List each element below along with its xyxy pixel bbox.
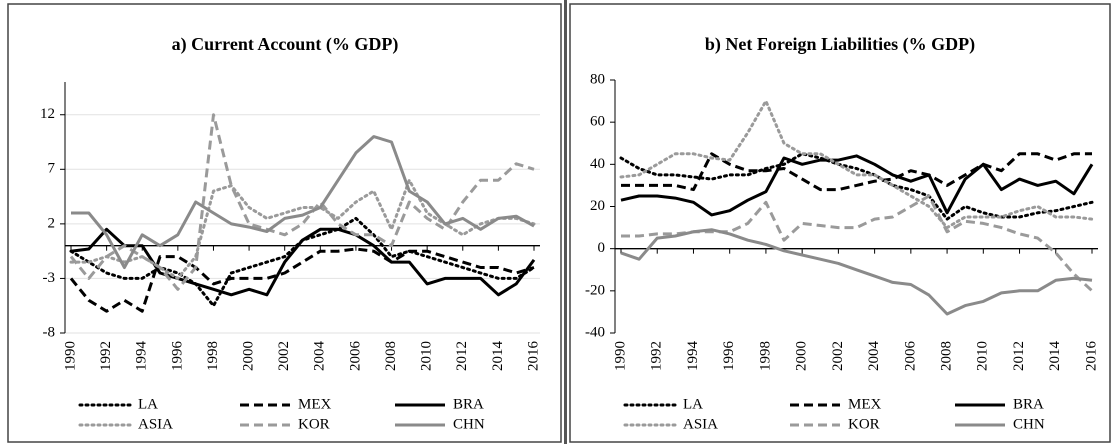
y-tick-label: -40 — [585, 324, 605, 340]
x-tick-label: 2014 — [1047, 341, 1063, 372]
y-tick-label: 2 — [48, 215, 56, 231]
y-tick-label: 0 — [598, 240, 606, 256]
chart-title: b) Net Foreign Liabilities (% GDP) — [705, 34, 975, 55]
legend-label: KOR — [298, 416, 330, 432]
panel-frame — [569, 3, 1111, 443]
series-line — [71, 135, 535, 269]
x-tick-label: 2012 — [454, 341, 470, 371]
legend-label: MEX — [298, 396, 332, 412]
y-tick-label: 20 — [590, 198, 605, 214]
x-tick-label: 1996 — [169, 341, 185, 372]
x-tick-label: 2012 — [1011, 341, 1027, 371]
series-line — [620, 228, 1093, 316]
x-tick-label: 2002 — [830, 341, 846, 371]
x-tick-label: 2000 — [241, 341, 257, 371]
x-tick-label: 1998 — [205, 341, 221, 371]
x-tick-label: 1996 — [721, 341, 737, 372]
legend-label: ASIA — [683, 416, 718, 432]
series-line — [621, 152, 1092, 192]
x-tick-label: 1990 — [612, 341, 628, 371]
x-tick-label: 2002 — [276, 341, 292, 371]
x-tick-label: 2008 — [383, 341, 399, 371]
chart-title: a) Current Account (% GDP) — [172, 34, 399, 55]
y-tick-label: -8 — [43, 324, 56, 340]
x-tick-label: 2006 — [902, 341, 918, 372]
x-tick-label: 1992 — [98, 341, 114, 371]
y-tick-label: -20 — [585, 282, 605, 298]
x-tick-label: 2016 — [1083, 341, 1099, 372]
y-tick-label: 80 — [590, 71, 605, 87]
legend-label: BRA — [1013, 396, 1044, 412]
x-tick-label: 2004 — [312, 341, 328, 372]
legend-label: KOR — [848, 416, 880, 432]
y-tick-label: 7 — [48, 161, 56, 177]
x-tick-label: 2008 — [939, 341, 955, 371]
x-tick-label: 2014 — [490, 341, 506, 372]
legend-label: LA — [683, 396, 703, 412]
x-tick-label: 2010 — [419, 341, 435, 371]
series-line — [69, 247, 535, 313]
x-tick-label: 1994 — [685, 341, 701, 372]
x-tick-label: 2004 — [866, 341, 882, 372]
x-tick-label: 1990 — [62, 341, 78, 371]
x-tick-label: 2016 — [525, 341, 541, 372]
x-tick-label: 1992 — [649, 341, 665, 371]
x-tick-label: 1994 — [134, 341, 150, 372]
series-line — [619, 99, 1094, 230]
legend-label: CHN — [453, 416, 485, 432]
series-line — [69, 113, 535, 291]
y-tick-label: 12 — [40, 106, 55, 122]
x-tick-label: 1998 — [757, 341, 773, 371]
y-tick-label: 60 — [590, 114, 605, 130]
series-line — [70, 227, 536, 297]
legend-label: CHN — [1013, 416, 1045, 432]
series-line — [620, 154, 1094, 217]
legend-label: BRA — [453, 396, 484, 412]
legend-label: MEX — [848, 396, 882, 412]
x-tick-label: 2006 — [347, 341, 363, 372]
legend-label: LA — [138, 396, 158, 412]
panel-frame — [7, 3, 562, 443]
legend-label: ASIA — [138, 416, 173, 432]
x-tick-label: 2000 — [794, 341, 810, 371]
y-tick-label: -3 — [43, 270, 56, 286]
x-tick-label: 2010 — [975, 341, 991, 371]
y-tick-label: 40 — [590, 156, 605, 172]
